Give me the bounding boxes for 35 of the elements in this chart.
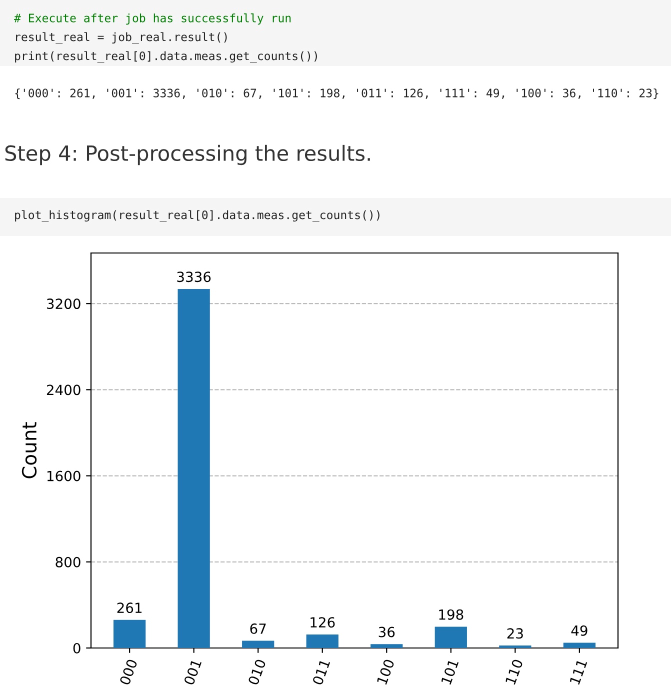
- x-tick-label: 011: [312, 659, 330, 686]
- bar: [242, 640, 274, 648]
- data-label: 126: [310, 617, 335, 628]
- x-tick-label: 001: [184, 659, 202, 686]
- x-tick-label: 000: [119, 658, 138, 686]
- data-label: 261: [117, 602, 142, 614]
- y-tick-label: 1600: [47, 470, 80, 482]
- y-tick-label: 3200: [46, 298, 80, 310]
- text: print(result_real[0].data.meas.get_counts()): [15, 51, 317, 63]
- text: # Execute after job has successfully run: [14, 13, 291, 25]
- bar: [178, 288, 210, 648]
- data-label: 67: [250, 623, 266, 634]
- data-label: 23: [507, 628, 523, 639]
- text: result_real = job_real.result(): [16, 32, 227, 44]
- y-axis-title: Count: [22, 422, 37, 478]
- y-tick-label: 800: [56, 556, 80, 568]
- x-tick-label: 101: [440, 659, 459, 685]
- x-tick-label: 100: [376, 658, 395, 685]
- x-tick-label: 010: [248, 658, 266, 686]
- data-label: 49: [571, 625, 588, 636]
- text: plot_histogram(result_real[0].data.meas.get_counts()): [15, 210, 380, 222]
- x-tick-label: 111: [570, 659, 588, 685]
- text: {'000': 261, '001': 3336, '010': 67, '101': 198, '011': 126, '111': 49, '100': 36, '110': 23}: [15, 88, 658, 100]
- chart-title: Step 4: Post-processing the results.: [5, 144, 370, 166]
- bar: [563, 642, 596, 648]
- y-tick-label: 0: [73, 642, 80, 654]
- y-tick-label: 2400: [46, 384, 80, 396]
- bar: [370, 644, 403, 648]
- data-label: 36: [378, 626, 395, 638]
- data-label: 3336: [177, 272, 211, 282]
- bar: [113, 620, 146, 648]
- bar: [434, 626, 467, 648]
- bar: [306, 634, 338, 648]
- data-label: 198: [439, 609, 464, 620]
- x-tick-label: 110: [505, 658, 524, 685]
